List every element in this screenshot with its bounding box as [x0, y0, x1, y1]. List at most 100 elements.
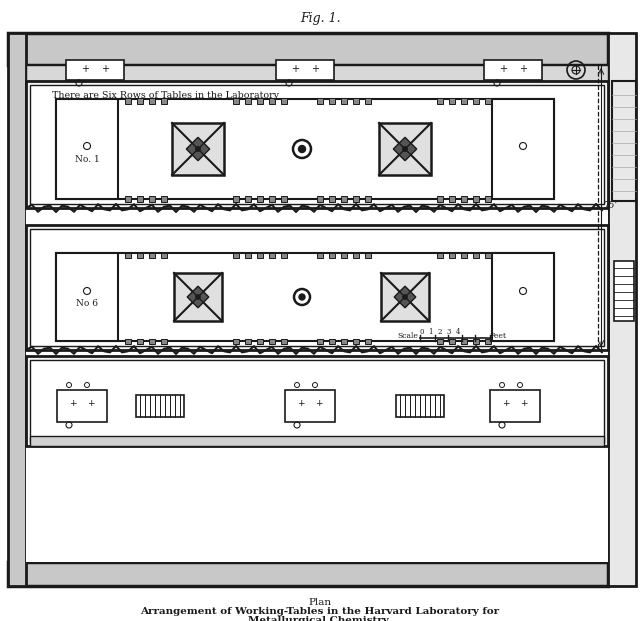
Text: +: +	[519, 64, 527, 74]
Bar	[269, 253, 275, 258]
Text: +: +	[101, 64, 109, 74]
Bar	[245, 98, 251, 104]
Circle shape	[298, 145, 305, 153]
Bar	[26, 65, 608, 81]
Bar	[56, 253, 554, 341]
Bar	[161, 196, 167, 202]
Bar	[125, 339, 131, 344]
Bar	[473, 196, 479, 202]
Text: There are Six Rows of Tables in the Laboratory: There are Six Rows of Tables in the Labo…	[52, 91, 279, 100]
Bar	[281, 253, 287, 258]
Bar	[125, 196, 131, 202]
Bar	[473, 339, 479, 344]
Circle shape	[299, 294, 305, 300]
Bar	[56, 253, 118, 341]
Bar	[8, 33, 608, 65]
Bar	[449, 339, 455, 344]
Text: +: +	[311, 64, 319, 74]
Bar	[233, 253, 239, 258]
Bar	[125, 98, 131, 104]
Bar	[56, 99, 554, 199]
Bar	[317, 253, 323, 258]
Text: +: +	[291, 64, 299, 74]
Bar	[8, 562, 608, 586]
Bar	[149, 98, 155, 104]
Polygon shape	[394, 137, 417, 161]
Bar	[174, 273, 222, 321]
Bar	[341, 196, 347, 202]
Text: +: +	[69, 399, 77, 407]
Bar	[161, 253, 167, 258]
Bar	[379, 123, 431, 175]
Bar	[57, 390, 107, 422]
Circle shape	[196, 294, 200, 299]
Bar	[56, 99, 118, 199]
Bar	[257, 196, 263, 202]
Text: 0  1  2  3  4: 0 1 2 3 4	[420, 328, 460, 336]
Bar	[437, 196, 443, 202]
Text: +: +	[499, 64, 507, 74]
Bar	[269, 98, 275, 104]
Bar	[461, 196, 467, 202]
Text: Scale: Scale	[397, 332, 418, 340]
Circle shape	[403, 147, 408, 152]
Text: +: +	[316, 399, 323, 407]
Text: 75’: 75’	[604, 201, 618, 211]
Bar	[245, 253, 251, 258]
Bar	[125, 253, 131, 258]
Bar	[317, 339, 323, 344]
Bar	[329, 339, 335, 344]
Bar	[281, 339, 287, 344]
Text: Metallurgical Chemistry.: Metallurgical Chemistry.	[248, 616, 392, 621]
Bar	[30, 85, 604, 204]
Text: Fig. 1.: Fig. 1.	[300, 12, 340, 25]
Bar	[485, 196, 491, 202]
Bar	[137, 253, 143, 258]
Bar	[257, 98, 263, 104]
Bar	[149, 253, 155, 258]
Bar	[161, 339, 167, 344]
Text: Feet: Feet	[490, 332, 507, 340]
Bar	[137, 196, 143, 202]
Bar	[365, 98, 371, 104]
Bar	[437, 253, 443, 258]
Bar	[149, 196, 155, 202]
Bar	[257, 339, 263, 344]
Text: +: +	[297, 399, 305, 407]
Bar	[30, 229, 604, 346]
Text: Arrangement of Working-Tables in the Harvard Laboratory for: Arrangement of Working-Tables in the Har…	[140, 607, 500, 616]
Bar	[437, 98, 443, 104]
Bar	[233, 98, 239, 104]
Bar	[329, 98, 335, 104]
Bar	[137, 98, 143, 104]
Bar	[329, 253, 335, 258]
Bar	[161, 98, 167, 104]
Bar	[276, 60, 334, 80]
Text: Plan: Plan	[308, 598, 332, 607]
Bar	[317, 98, 323, 104]
Bar	[461, 339, 467, 344]
Bar	[257, 253, 263, 258]
Bar	[614, 261, 634, 321]
Bar	[26, 356, 608, 446]
Bar	[172, 123, 224, 175]
Bar	[353, 98, 359, 104]
Bar	[365, 339, 371, 344]
Bar	[612, 81, 636, 201]
Bar	[233, 339, 239, 344]
Text: +: +	[502, 399, 509, 407]
Circle shape	[195, 147, 200, 152]
Bar	[26, 225, 608, 350]
Bar	[485, 339, 491, 344]
Bar	[30, 436, 604, 446]
Bar	[26, 81, 608, 208]
Polygon shape	[187, 286, 209, 308]
Bar	[26, 65, 608, 562]
Bar	[136, 395, 184, 417]
Text: +: +	[87, 399, 95, 407]
Bar	[449, 253, 455, 258]
Polygon shape	[394, 286, 416, 308]
Bar	[269, 339, 275, 344]
Bar	[245, 339, 251, 344]
Bar	[449, 196, 455, 202]
